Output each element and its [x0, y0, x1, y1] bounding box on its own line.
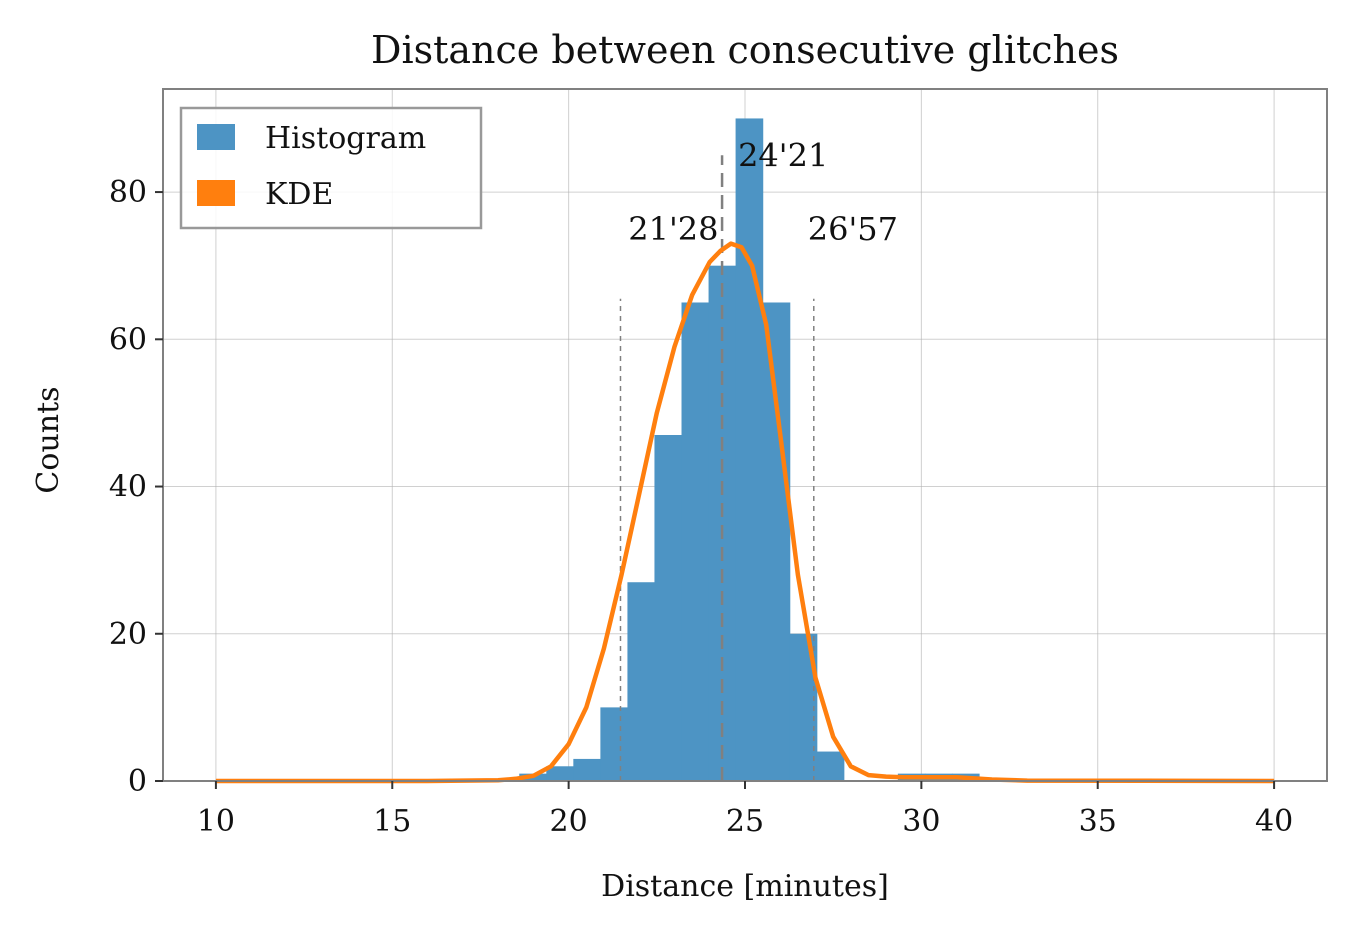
histogram-bar — [600, 707, 629, 781]
x-axis: 10 15 20 25 30 35 40 — [197, 781, 1293, 839]
histogram-bar — [762, 302, 791, 781]
y-tick-label: 20 — [109, 617, 147, 652]
histogram-bar — [573, 758, 601, 781]
x-tick-label: 40 — [1255, 804, 1293, 839]
legend: Histogram KDE — [179, 106, 483, 230]
x-tick-label: 20 — [550, 804, 588, 839]
chart-title: Distance between consecutive glitches — [371, 28, 1119, 72]
histogram-bar — [816, 751, 845, 781]
x-tick-label: 25 — [726, 804, 764, 839]
legend-label-kde: KDE — [265, 177, 333, 212]
reference-label: 26'57 — [808, 210, 898, 248]
x-tick-label: 30 — [902, 804, 940, 839]
x-tick-label: 10 — [197, 804, 235, 839]
x-tick-label: 15 — [373, 804, 411, 839]
reference-label: 24'21 — [738, 136, 828, 174]
y-tick-label: 0 — [128, 764, 147, 799]
reference-labels: 21'28 24'21 26'57 — [628, 136, 898, 248]
legend-swatch-kde — [197, 180, 235, 206]
legend-swatch-histogram — [197, 124, 235, 150]
legend-label-histogram: Histogram — [265, 121, 426, 156]
reference-label: 21'28 — [628, 210, 718, 248]
reference-lines — [619, 155, 815, 781]
x-tick-label: 35 — [1079, 804, 1117, 839]
y-tick-label: 80 — [109, 175, 147, 210]
y-tick-label: 40 — [109, 470, 147, 505]
histogram-bar — [627, 582, 656, 781]
histogram-bar — [546, 766, 574, 781]
y-tick-label: 60 — [109, 322, 147, 357]
histogram-bar — [681, 302, 710, 781]
histogram-bars — [519, 118, 980, 782]
y-axis-title: Counts — [31, 386, 66, 493]
kde-line — [215, 241, 1275, 784]
x-axis-title: Distance [minutes] — [601, 869, 889, 904]
histogram-bar — [735, 118, 764, 782]
histogram-bar — [654, 435, 683, 781]
y-axis: 0 20 40 60 80 — [109, 175, 163, 799]
